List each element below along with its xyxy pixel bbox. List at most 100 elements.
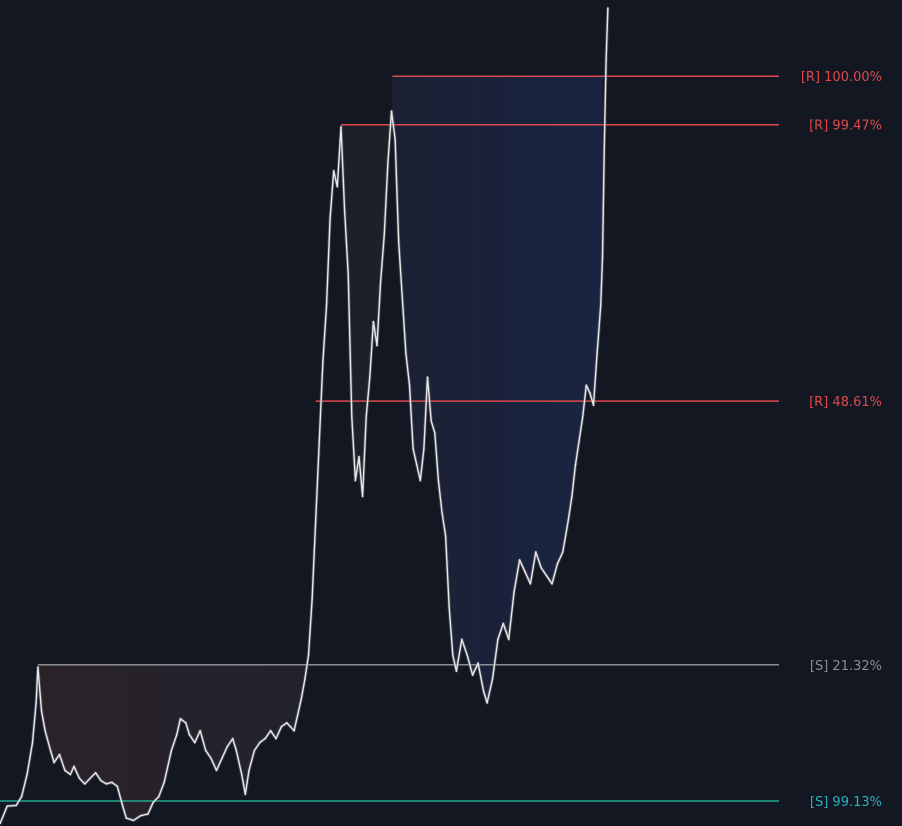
price-point-48: [244, 793, 247, 795]
price-point-57: [289, 725, 292, 728]
price-point-88: [401, 297, 404, 299]
price-point-95: [426, 376, 429, 379]
price-point-27: [139, 814, 142, 817]
price-point-12: [58, 753, 61, 756]
price-point-65: [318, 440, 321, 442]
price-point-51: [259, 741, 261, 744]
level-label-4: [S] 99.13%: [810, 795, 882, 810]
price-point-107: [477, 662, 479, 664]
price-point-18: [89, 777, 91, 780]
price-point-54: [275, 737, 277, 740]
price-point-43: [221, 757, 223, 760]
price-point-105: [466, 654, 469, 656]
price-point-86: [394, 138, 396, 140]
price-point-67: [325, 305, 328, 307]
price-point-120: [545, 575, 548, 577]
price-point-98: [437, 479, 440, 482]
price-point-76: [358, 455, 360, 458]
price-point-20: [100, 779, 102, 782]
price-point-56: [286, 722, 288, 724]
price-point-84: [387, 162, 389, 164]
price-point-13: [64, 769, 66, 772]
price-zones: [37, 76, 603, 821]
price-point-32: [167, 765, 169, 768]
price-point-122: [556, 563, 559, 565]
price-point-99: [441, 511, 443, 514]
price-point-36: [185, 722, 187, 724]
price-point-117: [529, 583, 532, 585]
price-point-2: [15, 804, 17, 807]
level-label-3: [S] 21.32%: [810, 659, 882, 674]
price-point-34: [176, 733, 178, 736]
price-point-104: [461, 638, 463, 641]
price-point-59: [296, 714, 299, 716]
price-point-7: [37, 666, 39, 668]
price-point-41: [210, 757, 212, 760]
price-point-26: [132, 819, 135, 822]
price-line: [0, 7, 609, 824]
price-point-111: [497, 638, 499, 641]
price-point-39: [199, 729, 201, 732]
price-point-61: [304, 678, 306, 680]
price-point-17: [84, 783, 86, 785]
price-point-110: [491, 678, 494, 680]
price-point-82: [379, 281, 382, 283]
price-point-100: [444, 535, 447, 537]
price-point-22: [111, 781, 113, 784]
price-point-94: [423, 447, 425, 450]
price-point-47: [240, 773, 243, 776]
price-point-135: [603, 146, 606, 148]
price-point-116: [524, 571, 526, 573]
level-label-1: [R] 99.47%: [809, 119, 882, 134]
price-point-125: [571, 495, 573, 498]
price-point-31: [163, 781, 165, 784]
price-point-50: [253, 749, 256, 752]
price-point-23: [116, 785, 119, 788]
price-point-40: [204, 749, 207, 752]
price-point-97: [434, 432, 436, 434]
price-point-0: [0, 822, 1, 825]
price-point-38: [194, 741, 196, 744]
price-point-69: [332, 170, 335, 172]
price-point-89: [405, 352, 407, 355]
price-point-35: [179, 718, 182, 720]
price-point-101: [448, 606, 451, 609]
price-point-9: [44, 729, 46, 732]
price-point-114: [513, 590, 515, 593]
price-point-52: [264, 737, 267, 740]
price-point-28: [147, 813, 149, 815]
price-point-11: [53, 761, 55, 764]
price-point-60: [300, 698, 303, 700]
zone-2: [392, 76, 603, 703]
price-point-118: [535, 551, 537, 553]
price-point-90: [408, 384, 411, 387]
price-point-93: [419, 479, 422, 482]
price-point-133: [599, 305, 602, 307]
zone-1: [340, 111, 393, 494]
price-point-115: [518, 559, 521, 561]
price-point-134: [601, 257, 604, 259]
price-point-15: [73, 765, 75, 768]
price-point-25: [125, 817, 128, 819]
zone-0: [37, 655, 309, 821]
price-point-113: [507, 638, 510, 641]
price-point-68: [329, 217, 331, 220]
price-point-4: [26, 773, 28, 776]
price-point-108: [482, 690, 485, 692]
price-point-92: [415, 463, 418, 466]
price-point-136: [605, 58, 607, 61]
price-point-8: [40, 710, 43, 712]
price-point-63: [311, 598, 313, 601]
price-point-58: [293, 729, 295, 732]
price-point-109: [486, 702, 488, 704]
price-point-123: [562, 551, 564, 553]
price-point-112: [502, 622, 505, 625]
price-point-30: [158, 795, 160, 798]
price-point-130: [589, 392, 591, 394]
price-point-79: [369, 376, 371, 379]
price-point-73: [347, 273, 350, 275]
price-point-132: [596, 352, 598, 355]
price-point-131: [592, 404, 595, 406]
price-point-37: [188, 733, 191, 736]
